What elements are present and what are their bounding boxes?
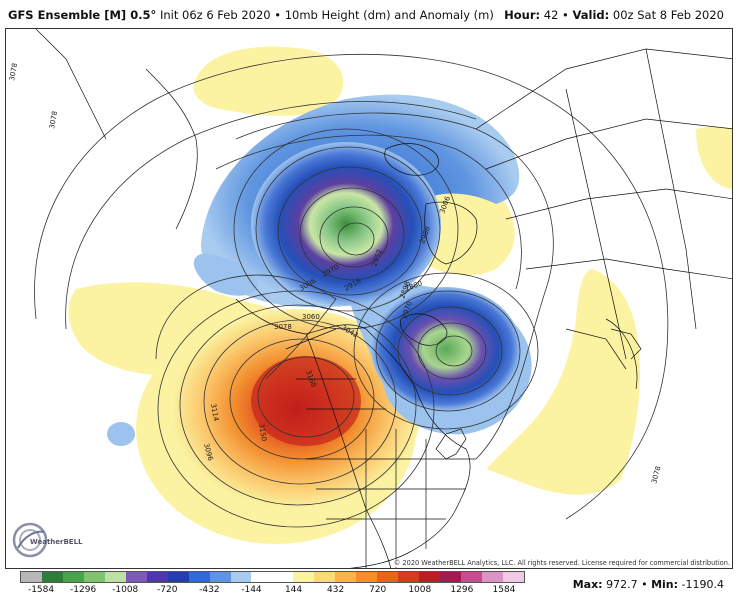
colorbar-tick-label: -144	[241, 585, 262, 595]
title-separator: •	[562, 8, 569, 22]
colorbar-segment	[209, 572, 231, 582]
colorbar-segment	[104, 572, 126, 582]
valid-time-block: Hour: 42 • Valid: 00z Sat 8 Feb 2020	[504, 8, 724, 22]
colorbar-tick-label: -1296	[70, 585, 97, 595]
colorbar-segment	[461, 572, 482, 582]
colorbar-segment	[377, 572, 399, 582]
colorbar-tick-label: -1584	[27, 585, 55, 595]
colorbar-segment	[356, 572, 378, 582]
anomaly-map: 3078 3078 3078 3096 3114 3150 3168 3078 …	[8, 29, 732, 568]
colorbar-tick-label: 144	[284, 585, 303, 595]
colorbar-tick-label: 720	[369, 585, 387, 595]
contour-label: 3078	[48, 110, 59, 129]
contour-label: 3078	[274, 323, 292, 331]
contour-label: 3060	[302, 313, 320, 321]
colorbar-segment	[293, 572, 315, 582]
colorbar-tick-label: -720	[157, 585, 178, 595]
colorbar-tick-label: 1584	[492, 585, 516, 595]
contour-label: 3078	[8, 62, 19, 81]
contour-label: 3150	[257, 423, 268, 442]
valid-value: 00z Sat 8 Feb 2020	[612, 8, 724, 22]
colorbar-segment	[481, 572, 503, 582]
max-label: Max:	[572, 578, 603, 591]
colorbar-segment	[146, 572, 168, 582]
field-name: 10mb Height (dm) and Anomaly (m)	[284, 8, 494, 22]
colorbar-segment	[83, 572, 105, 582]
hour-value: 42	[543, 8, 559, 22]
small-negative-blob	[107, 422, 135, 446]
colorbar-segment	[21, 572, 42, 582]
colorbar-tick-label: 432	[327, 585, 345, 595]
valid-label: Valid:	[572, 8, 610, 22]
colorbar-segment	[62, 572, 84, 582]
colorbar-segment	[41, 572, 63, 582]
max-min-readout: Max: 972.7 • Min: -1190.4	[573, 578, 724, 591]
colorbar-segment	[167, 572, 189, 582]
contour-label: 3114	[209, 403, 220, 422]
min-value: -1190.4	[681, 578, 724, 591]
colorbar-segment	[251, 572, 273, 582]
copyright-notice: © 2020 WeatherBELL Analytics, LLC. All r…	[393, 559, 730, 567]
hour-label: Hour:	[504, 8, 541, 22]
colorbar-segment	[398, 572, 420, 582]
colorbar-ticks: -1584 -1296 -1008 -720 -432 -144 144 432 720 1008…	[20, 585, 525, 599]
stats-separator: •	[641, 578, 648, 591]
colorbar-segment	[188, 572, 210, 582]
height-contours	[34, 53, 669, 528]
colorbar-tick-label: 1296	[450, 585, 474, 595]
colorbar-segment	[502, 572, 524, 582]
colorbar-tick-label: -432	[199, 585, 220, 595]
colorbar-tick-label: -1008	[112, 585, 139, 595]
model-name: GFS Ensemble [M] 0.5°	[8, 8, 157, 22]
colorbar-segment	[230, 572, 252, 582]
vortex-lobe-primary	[251, 142, 441, 306]
colorbar-segment	[125, 572, 147, 582]
colorbar	[20, 571, 525, 583]
colorbar-tick-label: 1008	[408, 585, 432, 595]
max-value: 972.7	[606, 578, 638, 591]
colorbar-segment	[440, 572, 462, 582]
vortex-lobe-secondary	[371, 287, 521, 411]
map-boundaries	[35, 29, 732, 568]
colorbar-segment	[335, 572, 357, 582]
contour-label: 3078	[650, 465, 662, 484]
map-panel: 3078 3078 3078 3096 3114 3150 3168 3078 …	[5, 28, 733, 569]
header: GFS Ensemble [M] 0.5° Init 06z 6 Feb 202…	[0, 0, 738, 28]
map-title: GFS Ensemble [M] 0.5° Init 06z 6 Feb 202…	[8, 8, 494, 22]
colorbar-segment	[272, 572, 294, 582]
init-time: Init 06z 6 Feb 2020	[159, 8, 271, 22]
min-label: Min:	[651, 578, 679, 591]
title-separator: •	[274, 8, 282, 22]
logo-wordmark: WeatherBELL	[30, 538, 83, 546]
weatherbell-logo	[12, 522, 48, 558]
colorbar-segment	[419, 572, 441, 582]
colorbar-segment	[314, 572, 336, 582]
